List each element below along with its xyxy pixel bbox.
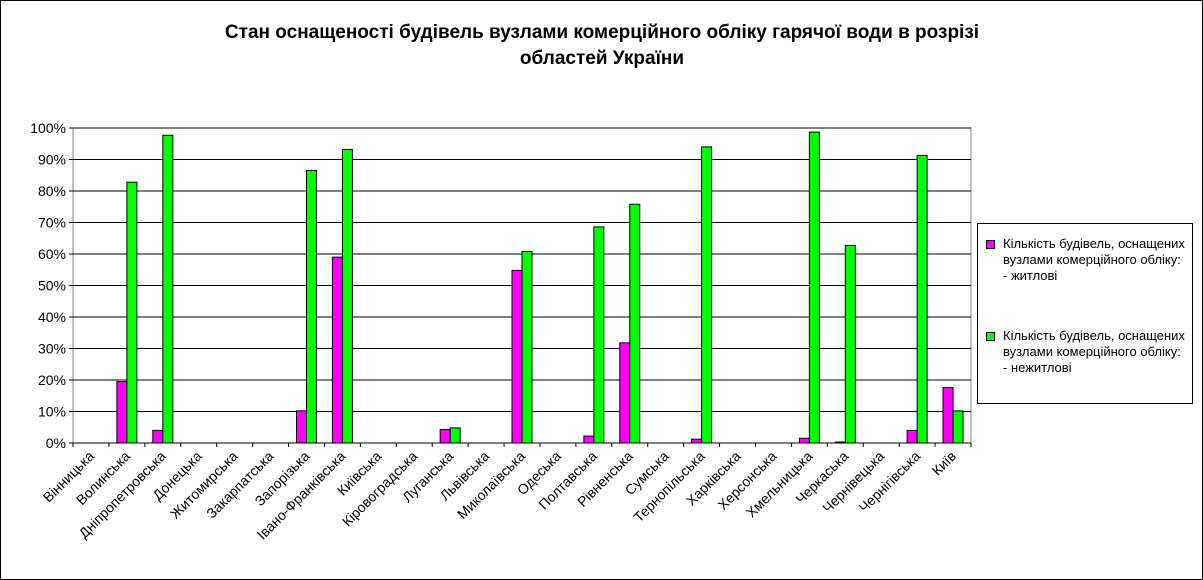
bar-nonresidential <box>341 148 353 444</box>
bar-nonresidential <box>593 226 605 444</box>
bar-residential <box>583 435 595 444</box>
legend-label-nonresidential: Кількість будівель, оснащених вузлами ко… <box>1003 328 1185 375</box>
bar-nonresidential <box>629 203 641 444</box>
legend-swatch-residential <box>986 240 995 249</box>
bar-nonresidential <box>808 131 820 444</box>
y-tick-label: 80% <box>38 183 66 199</box>
bar-residential <box>331 256 343 444</box>
y-tick-label: 10% <box>38 404 66 420</box>
bar-residential <box>619 342 631 444</box>
bar-residential <box>798 437 810 444</box>
bar-nonresidential <box>449 427 461 444</box>
bars <box>116 131 964 444</box>
bar-residential <box>116 381 128 444</box>
bar-residential <box>295 410 307 444</box>
bar-nonresidential <box>844 244 856 444</box>
bar-nonresidential <box>521 250 533 444</box>
y-tick-labels: 0% 10% 20% 30% 40% 50% 60% 70% 80% 90% 100% <box>30 120 66 451</box>
y-tick-label: 90% <box>38 152 66 168</box>
x-tick-label: Київ <box>929 448 960 479</box>
y-tick-label: 70% <box>38 215 66 231</box>
y-tick-label: 20% <box>38 372 66 388</box>
y-tick-label: 30% <box>38 341 66 357</box>
y-tick-label: 60% <box>38 246 66 262</box>
bar-residential <box>834 441 846 444</box>
y-tick-label: 50% <box>38 278 66 294</box>
y-tick-label: 0% <box>46 435 66 451</box>
bar-nonresidential <box>701 146 713 444</box>
y-tick-label: 40% <box>38 309 66 325</box>
bar-nonresidential <box>126 181 138 444</box>
bar-nonresidential <box>916 154 928 444</box>
bar-nonresidential <box>305 170 317 444</box>
bar-nonresidential <box>952 410 964 444</box>
bar-residential <box>942 387 954 444</box>
chart-title-line-1: Стан оснащеності будівель вузлами комерц… <box>225 22 979 43</box>
bar-nonresidential <box>162 134 174 444</box>
legend: Кількість будівель, оснащених вузлами ко… <box>977 223 1193 404</box>
bar-residential <box>439 428 451 444</box>
legend-swatch-nonresidential <box>986 332 995 341</box>
bar-residential <box>691 438 703 444</box>
bar-residential <box>511 269 523 444</box>
legend-item-residential: Кількість будівель, оснащених вузлами ко… <box>986 236 1186 284</box>
bar-residential <box>906 429 918 444</box>
x-tick-labels: ВінницькаВолинськаДніпропетровськаДонець… <box>40 443 972 543</box>
legend-label-residential: Кількість будівель, оснащених вузлами ко… <box>1003 236 1185 283</box>
y-tick-label: 100% <box>30 120 66 136</box>
legend-item-nonresidential: Кількість будівель, оснащених вузлами ко… <box>986 328 1186 376</box>
chart-title-line-2: областей України <box>520 48 684 69</box>
bar-residential <box>152 429 164 444</box>
